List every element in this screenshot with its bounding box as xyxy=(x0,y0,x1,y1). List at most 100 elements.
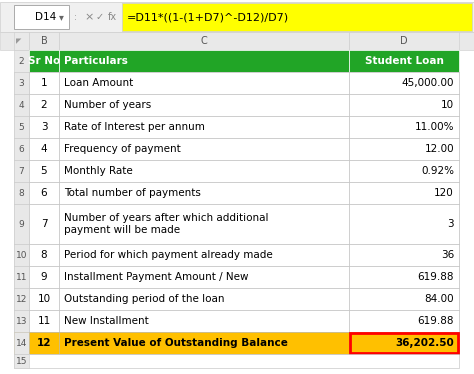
Bar xyxy=(14,332,29,354)
Bar xyxy=(29,332,59,354)
Bar xyxy=(349,138,459,160)
Bar xyxy=(14,94,459,116)
Text: 4: 4 xyxy=(41,144,47,154)
Text: 10: 10 xyxy=(37,294,51,304)
Bar xyxy=(14,244,459,266)
Text: 3: 3 xyxy=(41,122,47,132)
Text: 11: 11 xyxy=(16,273,27,282)
Bar xyxy=(59,138,349,160)
Bar xyxy=(14,288,459,310)
Bar xyxy=(29,288,59,310)
Text: New Installment: New Installment xyxy=(64,316,149,326)
Text: 7: 7 xyxy=(41,219,47,229)
Text: 6: 6 xyxy=(18,144,24,153)
Bar xyxy=(349,94,459,116)
Bar xyxy=(14,116,459,138)
Text: 36,202.50: 36,202.50 xyxy=(395,338,454,348)
Text: ◤: ◤ xyxy=(16,38,21,44)
Text: 619.88: 619.88 xyxy=(418,272,454,282)
Text: 11: 11 xyxy=(37,316,51,326)
Text: 3: 3 xyxy=(18,79,24,88)
Text: 6: 6 xyxy=(41,188,47,198)
Bar xyxy=(122,3,472,31)
Bar xyxy=(349,266,459,288)
Text: Monthly Rate: Monthly Rate xyxy=(64,166,133,176)
Bar xyxy=(349,288,459,310)
Bar xyxy=(59,266,349,288)
Text: 3: 3 xyxy=(447,219,454,229)
Text: Sr No: Sr No xyxy=(28,56,60,66)
Bar xyxy=(349,204,459,244)
Text: 4: 4 xyxy=(18,101,24,110)
Bar xyxy=(14,204,459,244)
Bar xyxy=(59,310,349,332)
Bar xyxy=(29,138,59,160)
Bar xyxy=(29,32,59,50)
Text: Outstanding period of the loan: Outstanding period of the loan xyxy=(64,294,225,304)
Bar xyxy=(349,310,459,332)
Bar xyxy=(59,204,349,244)
Text: =D11*((1-(1+D7)^-D12)/D7): =D11*((1-(1+D7)^-D12)/D7) xyxy=(127,12,289,22)
Text: Loan Amount: Loan Amount xyxy=(64,78,133,88)
Bar xyxy=(14,72,29,94)
Bar xyxy=(14,160,459,182)
Bar xyxy=(349,72,459,94)
Bar xyxy=(29,160,59,182)
Bar xyxy=(349,182,459,204)
Text: D14: D14 xyxy=(35,12,56,22)
Bar xyxy=(29,182,59,204)
Text: 1: 1 xyxy=(41,78,47,88)
Bar xyxy=(29,204,59,244)
Bar xyxy=(59,72,349,94)
Bar xyxy=(29,50,59,72)
Bar xyxy=(59,32,349,50)
Bar xyxy=(14,244,29,266)
Text: Number of years after which additional
payment will be made: Number of years after which additional p… xyxy=(64,213,268,235)
Bar xyxy=(29,266,59,288)
Bar xyxy=(14,288,29,310)
Bar xyxy=(14,116,29,138)
Bar xyxy=(59,94,349,116)
Bar xyxy=(14,266,459,288)
Bar xyxy=(14,310,459,332)
Text: ×: × xyxy=(84,12,93,22)
Text: fx: fx xyxy=(108,12,117,22)
Text: Present Value of Outstanding Balance: Present Value of Outstanding Balance xyxy=(64,338,288,348)
Bar xyxy=(14,332,459,354)
Text: 8: 8 xyxy=(41,250,47,260)
Bar xyxy=(14,5,69,29)
Bar xyxy=(29,72,59,94)
Bar xyxy=(59,50,349,72)
Bar xyxy=(14,138,29,160)
Bar xyxy=(0,32,474,50)
Text: 13: 13 xyxy=(16,316,27,325)
Bar xyxy=(59,116,349,138)
Text: 7: 7 xyxy=(18,166,24,175)
Text: D: D xyxy=(400,36,408,46)
Text: C: C xyxy=(201,36,207,46)
Bar xyxy=(14,204,29,244)
Bar xyxy=(14,160,29,182)
Bar xyxy=(29,310,59,332)
Bar xyxy=(349,32,459,50)
Bar xyxy=(349,244,459,266)
Text: Total number of payments: Total number of payments xyxy=(64,188,201,198)
Text: 5: 5 xyxy=(18,123,24,132)
Bar xyxy=(350,333,458,353)
Text: Particulars: Particulars xyxy=(64,56,128,66)
Bar xyxy=(14,310,29,332)
Bar xyxy=(29,116,59,138)
Text: 12.00: 12.00 xyxy=(424,144,454,154)
Text: 9: 9 xyxy=(18,220,24,229)
Bar xyxy=(349,160,459,182)
Bar xyxy=(14,94,29,116)
Bar xyxy=(349,332,459,354)
Text: 15: 15 xyxy=(16,356,27,365)
Text: :: : xyxy=(74,12,77,21)
Bar xyxy=(59,182,349,204)
Text: 36: 36 xyxy=(441,250,454,260)
Bar xyxy=(349,50,459,72)
Text: 0.92%: 0.92% xyxy=(421,166,454,176)
Bar xyxy=(14,266,29,288)
Text: 120: 120 xyxy=(434,188,454,198)
